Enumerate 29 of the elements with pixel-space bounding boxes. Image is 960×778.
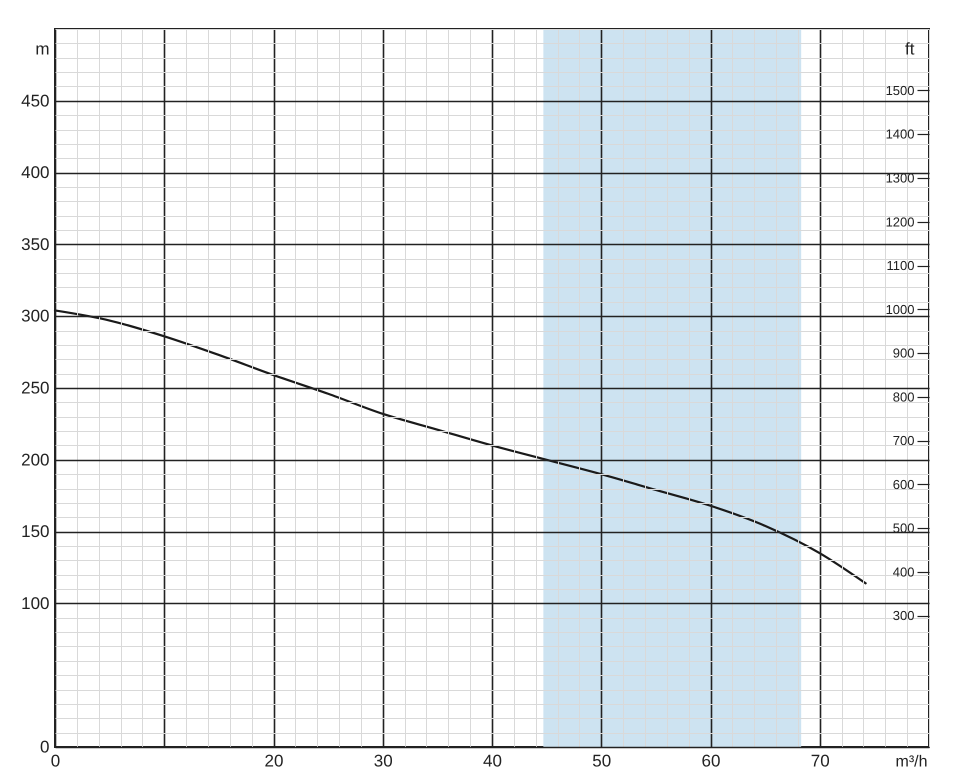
y2-tick-label: 1500 <box>886 82 914 98</box>
y2-tick-label: 800 <box>892 389 914 404</box>
x-tick-label: 70 <box>810 752 830 770</box>
y-tick-label: 200 <box>21 450 50 470</box>
y-tick-label: 400 <box>21 163 50 182</box>
y2-axis-title: ft <box>905 40 915 58</box>
y-tick-label: 0 <box>40 738 50 756</box>
y-tick-label: 450 <box>21 91 50 110</box>
x-tick-label: 60 <box>702 752 720 770</box>
y-tick-label: 150 <box>21 522 50 542</box>
x-tick-label: 30 <box>374 752 393 770</box>
x-axis-title: m³/h <box>896 754 928 770</box>
y2-tick-label: 1100 <box>886 258 914 274</box>
y2-tick-label: 400 <box>892 564 914 580</box>
x-tick-label: 40 <box>483 752 502 770</box>
x-tick-label: 20 <box>264 752 284 770</box>
y2-tick-label: 1200 <box>886 214 914 230</box>
y-tick-label: 100 <box>21 594 50 613</box>
y-tick-label: 250 <box>21 378 50 398</box>
y2-tick-label: 900 <box>892 346 914 361</box>
y-tick-label: 350 <box>21 234 50 254</box>
x-tick-label: 50 <box>592 752 612 770</box>
y2-tick-label: 700 <box>892 433 914 448</box>
y2-tick-label: 1000 <box>886 302 914 317</box>
y2-tick-label: 1400 <box>886 126 914 142</box>
y2-tick-label: 300 <box>892 608 914 624</box>
y-tick-label: 300 <box>21 306 50 326</box>
y-axis-title: m <box>35 40 50 58</box>
y2-tick-label: 600 <box>892 476 914 492</box>
